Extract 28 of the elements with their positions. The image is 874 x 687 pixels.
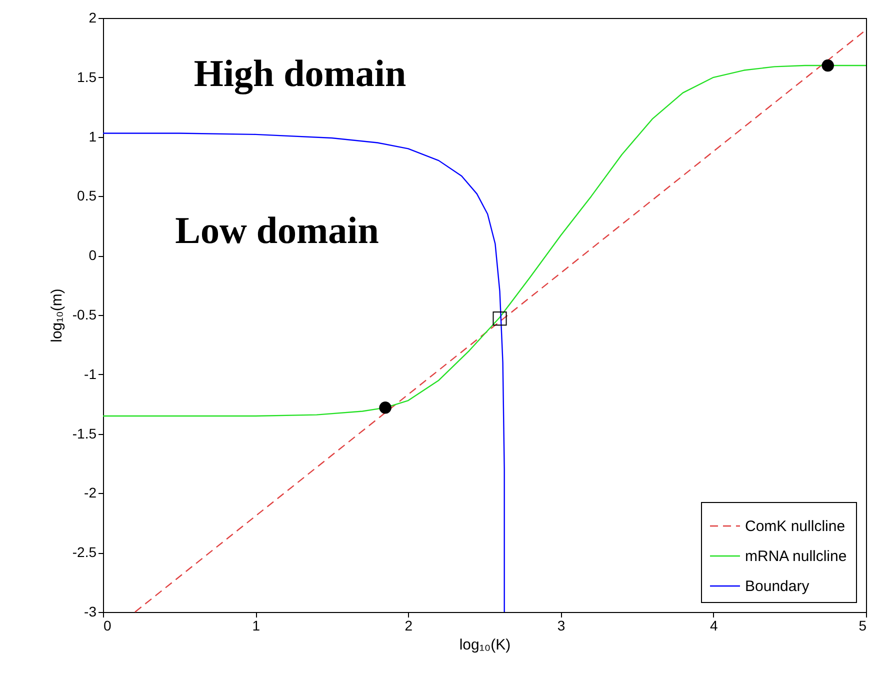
x-axis-title: log₁₀(K) xyxy=(459,636,511,654)
legend-label: Boundary xyxy=(745,578,810,595)
x-tick-label: 5 xyxy=(858,618,867,634)
y-tick-label: 1.5 xyxy=(77,68,97,85)
legend-label: mRNA nullcline xyxy=(745,548,847,565)
x-tick-label: 3 xyxy=(557,618,566,634)
y-tick-label: -3 xyxy=(84,604,97,620)
annotation: High domain xyxy=(194,53,406,95)
y-axis-title: log₁₀(m) xyxy=(48,288,66,342)
point xyxy=(379,402,392,414)
x-tick-label: 0 xyxy=(104,618,112,634)
y-tick-label: -1.5 xyxy=(72,425,97,442)
y-tick-label: -1 xyxy=(84,366,97,382)
legend-label: ComK nullcline xyxy=(745,518,846,535)
y-tick-label: 1 xyxy=(88,128,97,144)
y-tick-label: 0 xyxy=(88,247,97,264)
y-tick-label: 2 xyxy=(88,10,97,26)
y-tick-label: -2.5 xyxy=(72,544,97,560)
y-tick-label: -2 xyxy=(84,484,97,501)
point xyxy=(822,59,834,72)
x-tick-label: 1 xyxy=(252,618,260,634)
y-tick-label: -0.5 xyxy=(72,306,97,322)
y-tick-label: 0.5 xyxy=(77,188,97,204)
x-tick-label: 4 xyxy=(710,618,718,634)
x-tick-label: 2 xyxy=(404,618,413,634)
point xyxy=(492,312,507,326)
line-series xyxy=(102,132,505,613)
annotation: Low domain xyxy=(175,210,379,252)
